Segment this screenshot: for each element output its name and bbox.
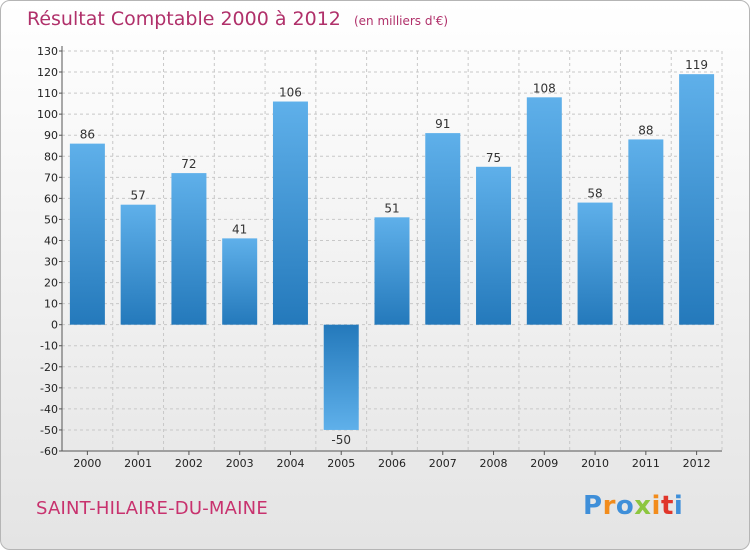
data-label-2011: 88 <box>638 123 653 137</box>
x-tick-label-2009: 2009 <box>530 457 558 470</box>
data-label-2008: 75 <box>486 151 501 165</box>
y-tick-label: 70 <box>44 171 58 184</box>
y-tick-label: 10 <box>44 298 58 311</box>
x-tick-label-2002: 2002 <box>175 457 203 470</box>
bar-2002 <box>171 173 207 325</box>
logo-letter: i <box>651 491 661 521</box>
data-label-2002: 72 <box>181 157 196 171</box>
logo-letter: x <box>634 491 652 521</box>
data-label-2006: 51 <box>384 201 399 215</box>
logo-letter: P <box>583 491 603 521</box>
title-row: Résultat Comptable 2000 à 2012 (en milli… <box>27 8 448 30</box>
y-tick-label: 130 <box>37 45 58 58</box>
data-label-2005: -50 <box>331 433 351 447</box>
bar-2008 <box>476 166 512 325</box>
logo-letter: t <box>660 491 674 521</box>
data-label-2004: 106 <box>279 86 302 100</box>
data-label-2010: 58 <box>587 187 602 201</box>
chart-title: Résultat Comptable 2000 à 2012 <box>27 8 341 30</box>
bar-2005 <box>323 324 359 430</box>
data-label-2007: 91 <box>435 117 450 131</box>
x-tick-label-2006: 2006 <box>378 457 406 470</box>
y-tick-label: 50 <box>44 213 58 226</box>
y-tick-label: -10 <box>40 340 58 353</box>
x-tick-label-2008: 2008 <box>480 457 508 470</box>
data-label-2003: 41 <box>232 222 247 236</box>
bar-2007 <box>425 133 461 325</box>
y-tick-label: -20 <box>40 361 58 374</box>
y-tick-label: 20 <box>44 277 58 290</box>
y-tick-label: 40 <box>44 234 58 247</box>
logo-letter: o <box>615 491 635 521</box>
logo-letter: i <box>673 491 684 521</box>
y-tick-label: -30 <box>40 382 58 395</box>
bar-2003 <box>222 238 258 325</box>
bar-2001 <box>120 204 156 325</box>
chart-subtitle: (en milliers d'€) <box>353 14 449 28</box>
x-tick-label-2001: 2001 <box>124 457 152 470</box>
label-layer: 86 57 72 41 106 -50 51 91 75 108 58 88 119 <box>80 58 708 447</box>
data-label-2009: 108 <box>533 81 556 95</box>
bar-2009 <box>526 97 562 325</box>
y-tick-label: 60 <box>44 192 58 205</box>
x-tick-label-2005: 2005 <box>327 457 355 470</box>
x-tick-label-2003: 2003 <box>226 457 254 470</box>
data-label-2001: 57 <box>131 189 146 203</box>
y-tick-label: -50 <box>40 424 58 437</box>
y-tick-label: 0 <box>51 319 58 332</box>
x-tick-label-2011: 2011 <box>632 457 660 470</box>
bar-layer <box>69 74 715 430</box>
axis-layer: -60 -50 -40 -30 -20 -10 0 10 20 30 40 50 60 70 80 90 100… <box>37 45 722 470</box>
x-tick-label-2010: 2010 <box>581 457 609 470</box>
bar-2006 <box>374 217 410 325</box>
data-label-2012: 119 <box>685 58 708 72</box>
bar-2010 <box>577 202 613 325</box>
logo-letter: r <box>602 491 616 521</box>
y-tick-label: 80 <box>44 150 58 163</box>
y-tick-label: 110 <box>37 87 58 100</box>
y-tick-label: 30 <box>44 256 58 269</box>
x-tick-label-2012: 2012 <box>683 457 711 470</box>
y-tick-label: -40 <box>40 403 58 416</box>
x-tick-label-2007: 2007 <box>429 457 457 470</box>
y-tick-label: 100 <box>37 108 58 121</box>
bar-2012 <box>679 74 715 325</box>
x-tick-label-2004: 2004 <box>276 457 304 470</box>
x-tick-label-2000: 2000 <box>73 457 101 470</box>
proxiti-logo: Proxiti <box>583 491 683 521</box>
y-tick-label: -60 <box>40 445 58 458</box>
data-label-2000: 86 <box>80 128 95 142</box>
y-tick-label: 120 <box>37 66 58 79</box>
y-tick-label: 90 <box>44 129 58 142</box>
location-name: SAINT-HILAIRE-DU-MAINE <box>36 498 268 519</box>
bar-2011 <box>628 139 664 325</box>
bar-2000 <box>69 143 105 325</box>
bar-2004 <box>272 101 308 325</box>
